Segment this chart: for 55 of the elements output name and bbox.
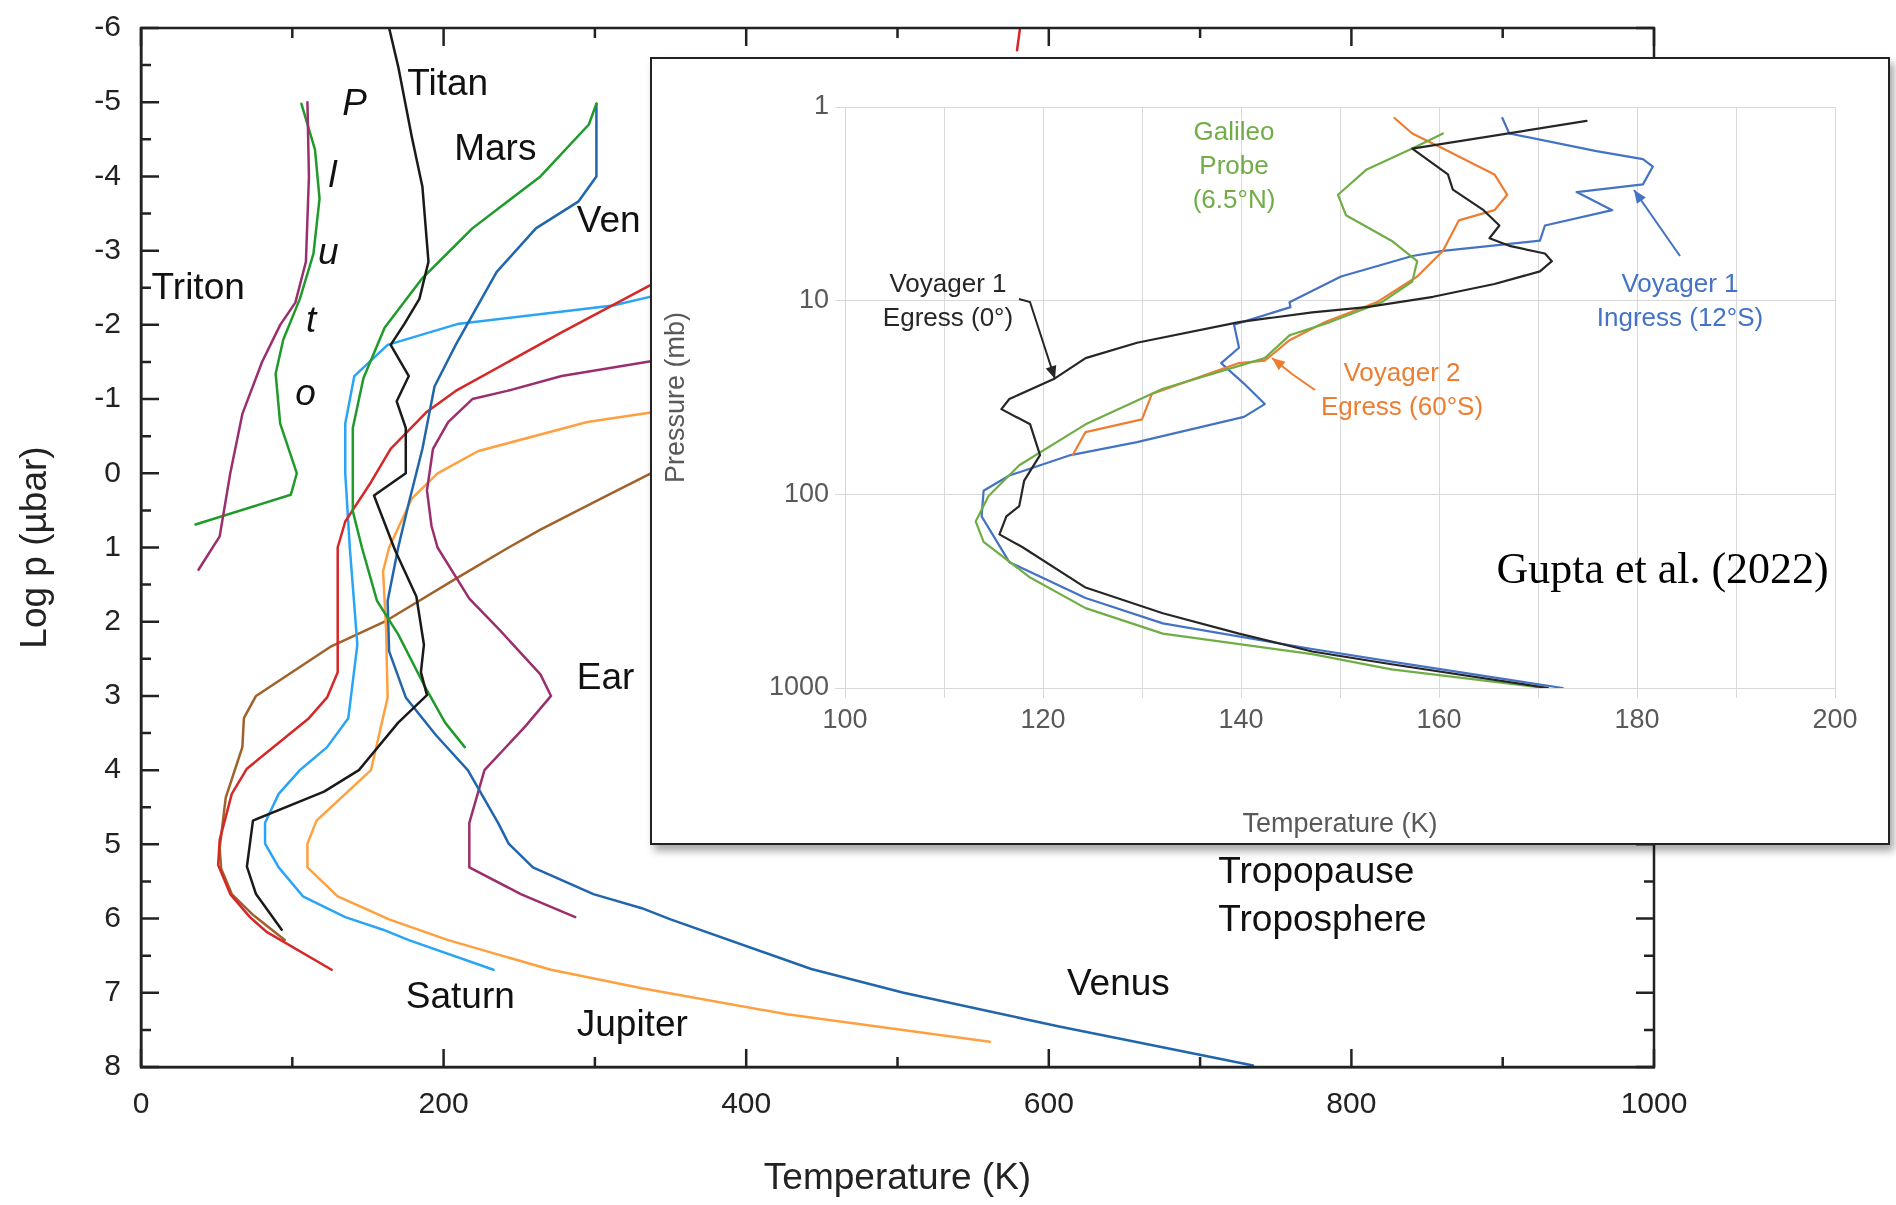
y-tick-label: 0 [104, 454, 121, 488]
y-tick-label: 100 [783, 477, 829, 508]
x-axis-title: Temperature (K) [763, 1156, 1032, 1197]
text: Voyager 1 Ingress (12°S) [1596, 268, 1764, 333]
y-tick-label: -3 [94, 231, 121, 265]
y-tick-label: -5 [94, 83, 121, 117]
x-tick-label: 140 [1218, 703, 1264, 734]
annotation: o [295, 372, 316, 414]
y-tick-label: 7 [104, 974, 121, 1008]
y-axis-title: Pressure (mb) [659, 311, 690, 484]
text: Voyager 1 Egress (0°) [882, 268, 1014, 333]
x-tick-label: 160 [1416, 703, 1462, 734]
annotation: Ear [576, 655, 635, 697]
annotation: u [318, 230, 339, 272]
annotation: Triton [151, 265, 245, 307]
y-tick-label: 1 [104, 528, 121, 562]
y-tick-label: 1 [813, 90, 829, 121]
y-tick-label: 6 [104, 899, 121, 933]
annotation: Ven [576, 199, 641, 241]
annotation: Mars [454, 126, 537, 168]
x-tick-label: 100 [822, 703, 868, 734]
x-tick-label: 400 [721, 1086, 772, 1120]
annotation: Gupta et al. (2022) [1496, 544, 1829, 594]
text: Galileo Probe (6.5°N) [1192, 116, 1276, 215]
annotation: P [342, 82, 368, 124]
y-axis-title: Log p (µbar) [13, 446, 55, 649]
x-axis-title: Temperature (K) [1242, 808, 1438, 839]
annotation: Jupiter [576, 1002, 688, 1044]
annotation: Venus [1066, 962, 1170, 1004]
y-tick-label: 1000 [768, 671, 829, 702]
y-tick-label: 8 [104, 1048, 121, 1082]
annotation: l [328, 153, 339, 195]
y-tick-label: -4 [94, 157, 121, 191]
x-tick-label: 200 [1812, 703, 1858, 734]
y-tick-label: 3 [104, 677, 121, 711]
x-tick-label: 1000 [1620, 1086, 1688, 1120]
annotation: Tropopause [1218, 849, 1415, 891]
y-tick-label: -2 [94, 306, 121, 340]
annotation: Troposphere [1218, 897, 1427, 939]
annotation: Saturn [405, 974, 515, 1016]
y-tick-label: 10 [798, 284, 829, 315]
y-tick-label: -1 [94, 380, 121, 414]
annotation: t [305, 299, 318, 341]
x-tick-label: 200 [418, 1086, 469, 1120]
x-tick-label: 0 [132, 1086, 150, 1120]
x-tick-label: 120 [1020, 703, 1066, 734]
y-tick-label: 5 [104, 825, 121, 859]
y-tick-label: -6 [94, 9, 121, 43]
annotation: Titan [407, 62, 489, 104]
x-tick-label: 180 [1614, 703, 1660, 734]
x-tick-label: 600 [1023, 1086, 1074, 1120]
x-tick-label: 800 [1326, 1086, 1377, 1120]
y-tick-label: 2 [104, 602, 121, 636]
legend-label: Voyager 2 Egress (60°S) [1320, 357, 1484, 422]
y-tick-label: 4 [104, 751, 121, 785]
